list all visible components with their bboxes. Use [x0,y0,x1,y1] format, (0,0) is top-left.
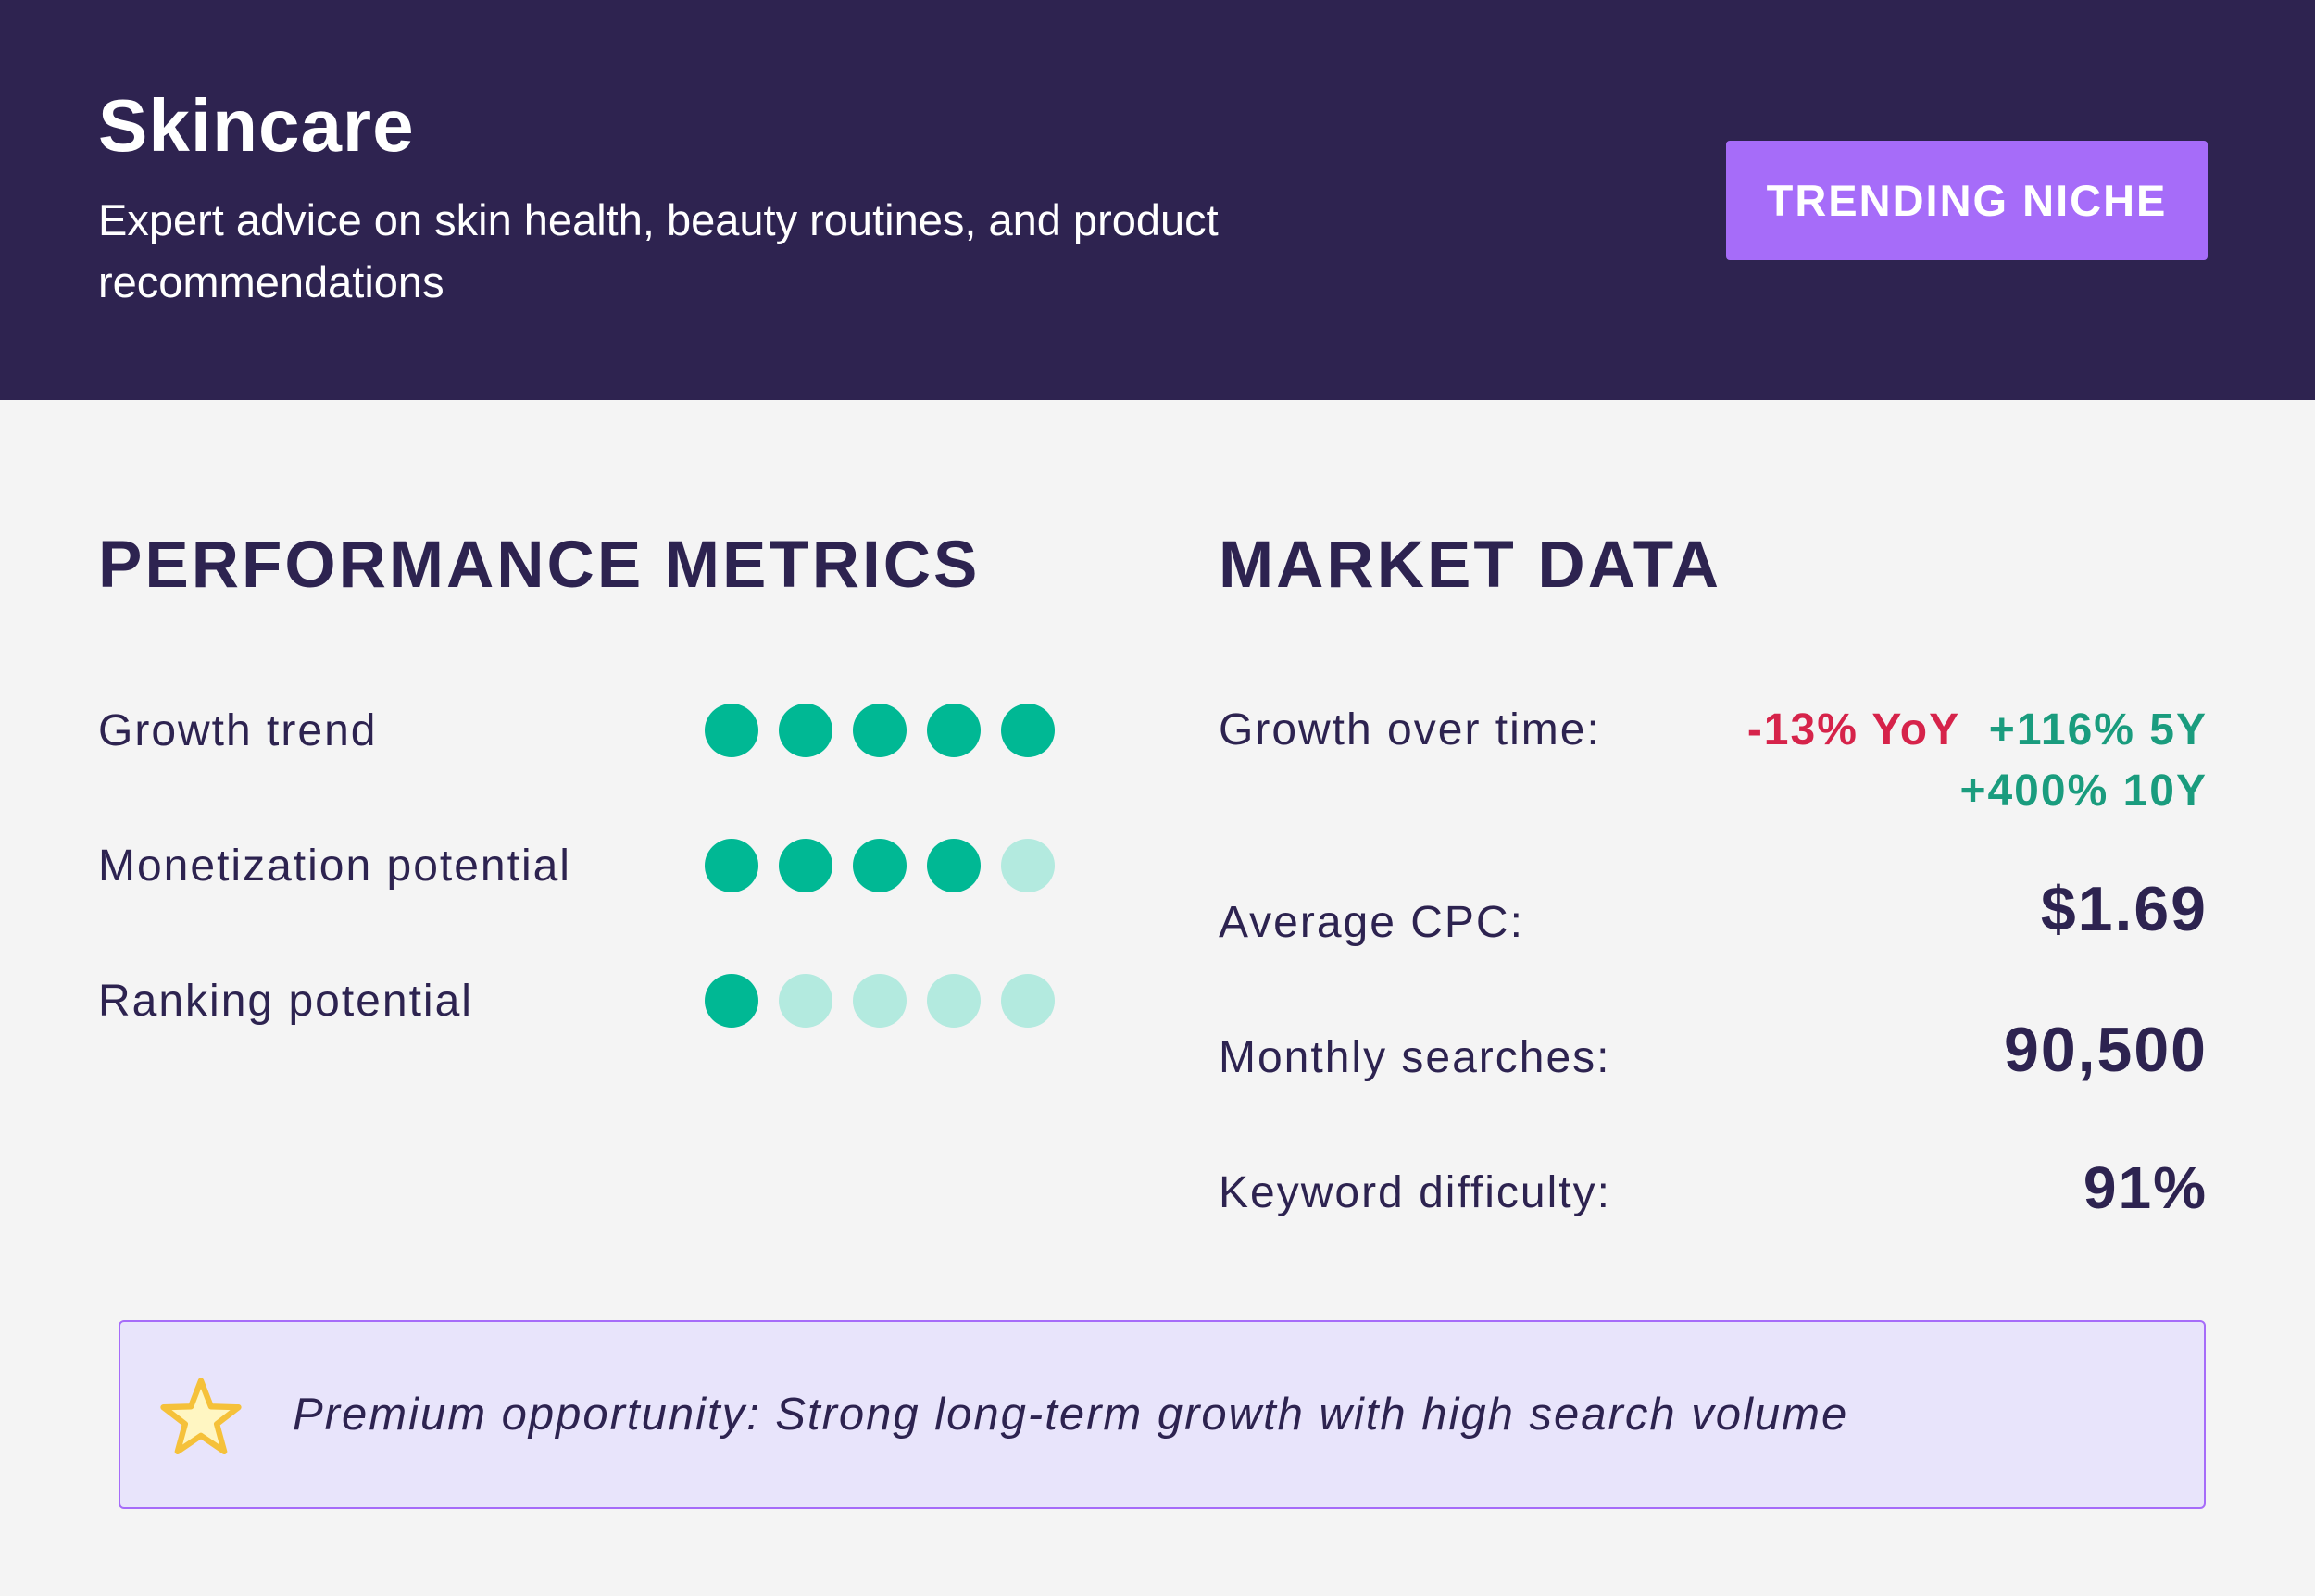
header: Skincare Expert advice on skin health, b… [0,0,2315,400]
rating-dots-monetization [705,839,1055,892]
growth-yoy-value: -13% YoY [1746,705,1961,754]
growth-values-line1: -13% YoY +116% 5Y [1747,700,2208,761]
rating-dot-filled [927,839,981,892]
rating-dot-filled [779,704,832,757]
growth-5y-value: +116% 5Y [1988,705,2208,754]
metric-label-ranking: Ranking potential [98,977,473,1026]
monthly-searches-label: Monthly searches: [1219,1033,1611,1082]
rating-dot-filled [853,839,907,892]
rating-dot-filled [705,704,758,757]
rating-dots-growth-trend [705,704,1055,757]
rating-dot-filled [779,839,832,892]
star-icon [160,1378,242,1455]
rating-dot-filled [705,974,758,1028]
keyword-difficulty-label: Keyword difficulty: [1219,1168,1611,1217]
premium-opportunity-callout: Premium opportunity: Strong long-term gr… [119,1320,2206,1509]
metric-label-growth-trend: Growth trend [98,706,378,755]
page-title: Skincare [98,84,415,167]
rating-dot-empty [1001,839,1055,892]
rating-dot-empty [1001,974,1055,1028]
monthly-searches-value: 90,500 [2004,1015,2208,1085]
rating-dot-empty [853,974,907,1028]
page-subtitle: Expert advice on skin health, beauty rou… [98,195,1219,306]
keyword-difficulty-value: 91% [2083,1154,2208,1221]
rating-dot-empty [779,974,832,1028]
growth-values-line2: +400% 10Y [1959,761,2208,822]
rating-dot-filled [1001,704,1055,757]
market-data-title: MARKET DATA [1219,529,1722,602]
callout-text: Premium opportunity: Strong long-term gr… [293,1390,1849,1440]
rating-dot-filled [705,839,758,892]
rating-dot-empty [927,974,981,1028]
metric-label-monetization: Monetization potential [98,842,571,891]
average-cpc-label: Average CPC: [1219,898,1524,947]
rating-dots-ranking [705,974,1055,1028]
growth-10y-value: +400% 10Y [1959,767,2208,816]
average-cpc-value: $1.69 [2040,874,2208,944]
growth-over-time-label: Growth over time: [1219,705,1601,754]
rating-dot-filled [927,704,981,757]
rating-dot-filled [853,704,907,757]
performance-metrics-title: PERFORMANCE METRICS [98,529,981,602]
trending-niche-badge: TRENDING NICHE [1726,141,2208,260]
